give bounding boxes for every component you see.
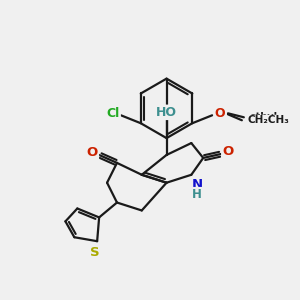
Text: S: S — [90, 246, 100, 259]
Text: O: O — [215, 107, 225, 120]
Text: CH₂CH₃: CH₂CH₃ — [248, 115, 290, 125]
Text: HO: HO — [156, 106, 177, 119]
Text: ethyl: ethyl — [250, 112, 278, 122]
Text: O: O — [87, 146, 98, 160]
Text: O: O — [222, 146, 234, 158]
Text: N: N — [192, 178, 203, 191]
Text: Cl: Cl — [106, 107, 120, 120]
Text: H: H — [192, 188, 202, 201]
